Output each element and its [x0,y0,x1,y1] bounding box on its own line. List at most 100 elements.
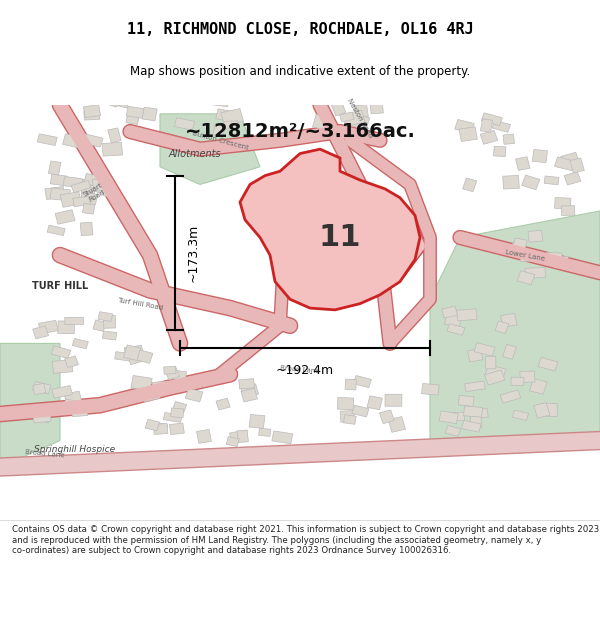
Text: Buxton Crescent: Buxton Crescent [191,130,249,151]
Bar [542,403,557,417]
Bar [173,401,187,412]
Bar [237,430,248,442]
Bar [528,231,543,242]
Bar [196,78,215,92]
Bar [211,96,229,107]
Bar [112,94,130,107]
Bar [340,411,355,422]
Bar [142,391,160,402]
Bar [49,161,61,175]
Bar [370,102,383,114]
Bar [80,222,93,236]
Bar [65,356,79,367]
Text: Stuart
Road: Stuart Road [82,182,107,204]
Bar [521,253,532,261]
Bar [131,376,152,391]
Bar [447,324,465,335]
Bar [532,149,548,162]
Bar [470,416,482,428]
Bar [216,109,233,122]
Text: Lower Lane: Lower Lane [505,249,545,261]
Bar [37,134,57,146]
Bar [60,192,82,208]
Bar [493,146,506,157]
Bar [570,158,584,173]
Bar [63,176,83,188]
Bar [98,312,113,321]
Bar [126,115,139,124]
Bar [517,271,535,285]
Polygon shape [0,343,60,467]
Bar [449,412,464,421]
Text: Turf Hill Road: Turf Hill Road [117,297,163,311]
Bar [58,321,74,334]
Bar [108,128,121,142]
Bar [226,78,247,92]
Bar [106,97,119,107]
Bar [422,384,439,395]
Bar [64,399,78,411]
Bar [164,366,176,374]
Bar [554,256,568,268]
Bar [52,386,73,398]
Bar [379,410,394,424]
Bar [331,101,346,116]
Bar [272,431,293,444]
Text: ~12812m²/~3.166ac.: ~12812m²/~3.166ac. [185,122,415,141]
Bar [83,134,103,147]
Text: Springhill Hospice: Springhill Hospice [34,445,116,454]
Bar [224,121,238,129]
Bar [345,379,356,390]
Bar [212,124,226,137]
Bar [32,410,51,423]
Bar [71,181,91,192]
Bar [82,184,95,194]
Bar [92,181,110,195]
Text: Broad Lane: Broad Lane [280,365,320,374]
Bar [52,360,73,373]
Bar [82,203,95,214]
Bar [96,173,107,185]
Bar [216,398,230,410]
Bar [73,339,88,349]
Bar [511,377,524,386]
Bar [457,309,477,321]
Bar [127,351,147,365]
Bar [170,370,187,381]
Bar [32,383,46,394]
Bar [500,313,517,327]
Bar [104,189,116,198]
Bar [347,112,370,130]
Bar [515,157,530,171]
Text: TURF HILL: TURF HILL [32,281,88,291]
Bar [510,242,525,257]
Bar [561,152,580,168]
Bar [249,414,265,428]
Bar [520,371,535,382]
Bar [319,83,338,99]
Text: Neston Road: Neston Road [346,98,374,139]
Bar [388,416,406,432]
Bar [124,345,140,361]
Bar [32,326,49,339]
Bar [458,396,474,406]
Bar [521,175,540,190]
Bar [564,172,581,185]
Bar [171,73,187,87]
Bar [512,238,527,252]
Bar [469,408,488,419]
Bar [84,174,101,187]
Bar [445,426,461,436]
Bar [124,346,143,356]
Polygon shape [160,114,260,184]
Bar [153,424,168,434]
Bar [169,423,184,435]
Bar [481,119,493,132]
Bar [259,428,271,436]
Bar [503,134,514,144]
Bar [484,370,505,385]
Bar [145,419,160,431]
Text: Broad Lane: Broad Lane [25,449,65,459]
Bar [353,104,368,118]
Bar [189,84,208,99]
